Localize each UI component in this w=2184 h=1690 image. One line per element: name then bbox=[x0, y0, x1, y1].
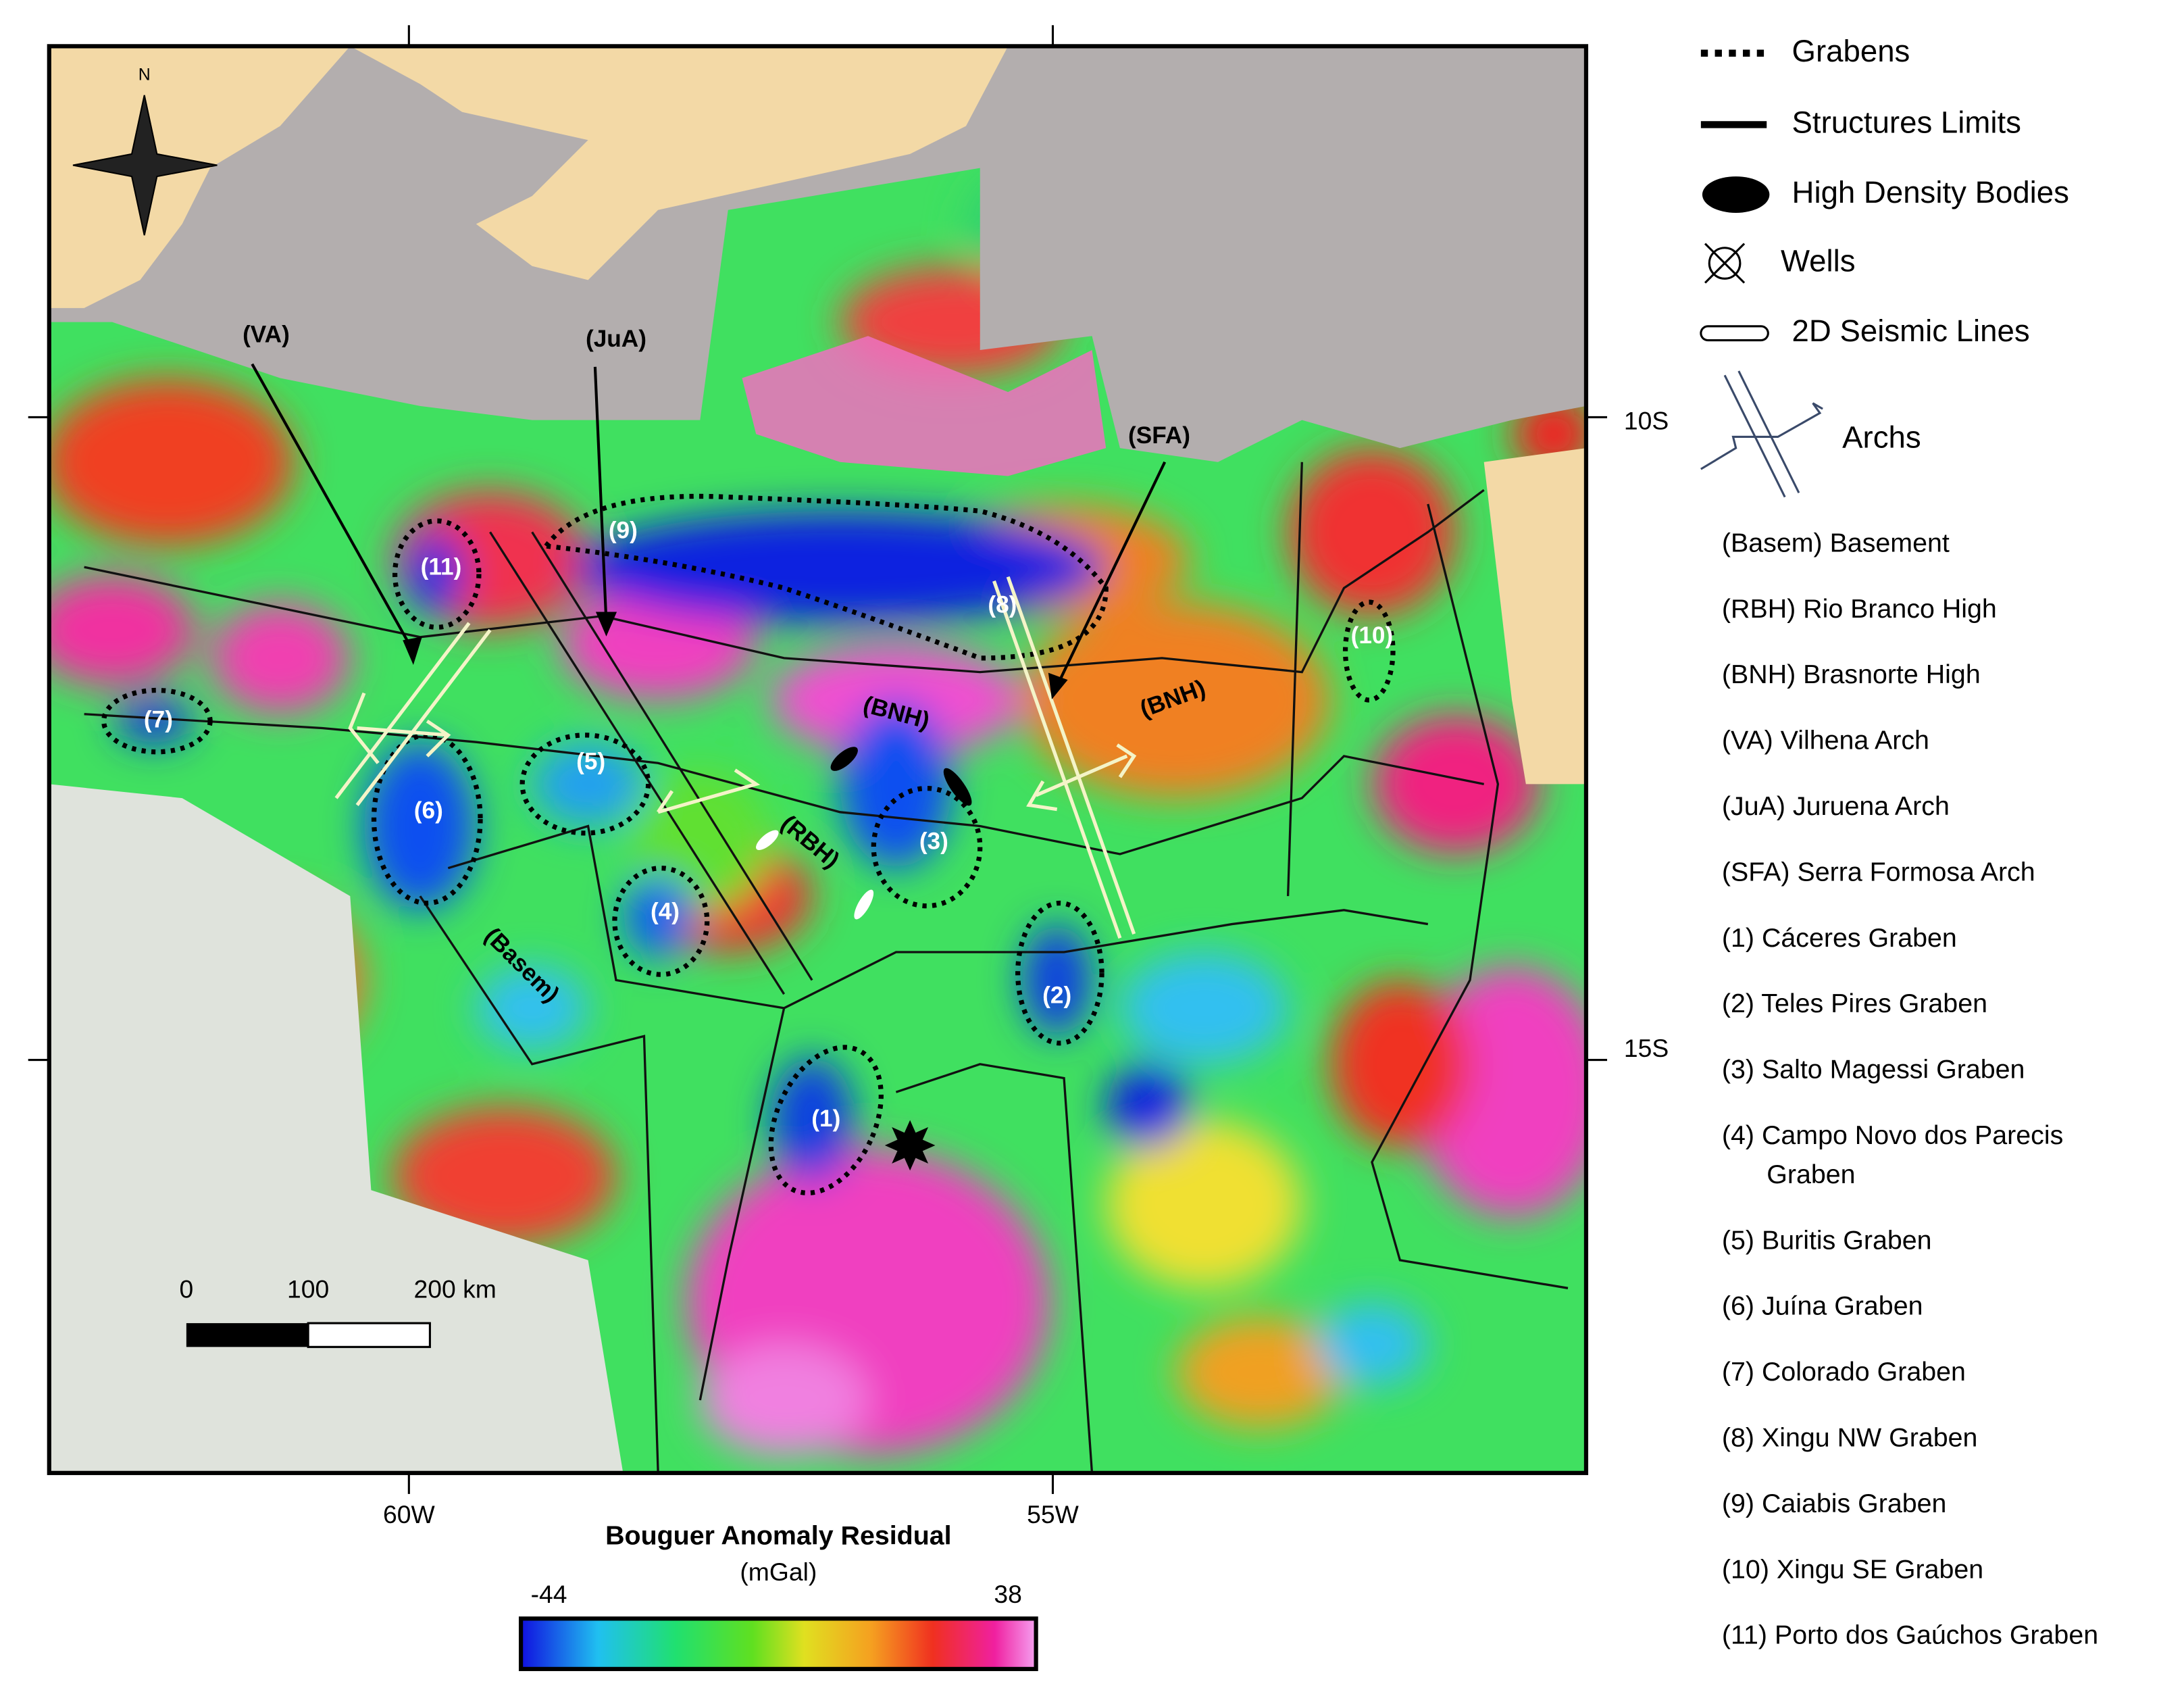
graben-label: (9) bbox=[609, 518, 638, 544]
grabens bbox=[101, 493, 1396, 1196]
legend-abbreviation: (RBH) Rio Branco High bbox=[1722, 594, 1997, 624]
graben-label: (11) bbox=[421, 554, 462, 580]
scale-label: 200 km bbox=[414, 1274, 497, 1303]
scale-bar bbox=[186, 1322, 431, 1348]
structure-label: (VA) bbox=[243, 322, 290, 348]
legend-abbreviation: (VA) Vilhena Arch bbox=[1722, 726, 1929, 755]
legend-abbreviation: (1) Cáceres Graben bbox=[1722, 923, 1957, 953]
legend-abbreviation: (2) Teles Pires Graben bbox=[1722, 989, 1987, 1018]
legend-abbreviation: (11) Porto dos Gaúchos Graben bbox=[1722, 1620, 2098, 1650]
legend-abbreviation: (SFA) Serra Formosa Arch bbox=[1722, 857, 2035, 887]
map-area: (VA) (JuA)(SFA)(BNH) (BNH)(RBH)(Basem)(1)(… bbox=[49, 46, 1586, 1473]
anomaly-high bbox=[742, 336, 1107, 476]
legend-abbreviation: (3) Salto Magessi Graben bbox=[1722, 1055, 2025, 1085]
anomaly-patch bbox=[1329, 980, 1470, 1149]
map-frame bbox=[47, 44, 1589, 1475]
anomaly-patch bbox=[1021, 924, 1092, 1037]
anomaly-patch bbox=[574, 511, 1107, 624]
colorbar bbox=[518, 1616, 1038, 1672]
anomaly-patch bbox=[1288, 448, 1456, 616]
outside-area bbox=[49, 784, 624, 1473]
legend-abbreviation: (5) Buritis Graben bbox=[1722, 1225, 1932, 1255]
north-arrow bbox=[72, 95, 218, 236]
legend-abbreviation: (JuA) Juruena Arch bbox=[1722, 791, 1950, 821]
anomaly-patch bbox=[1371, 714, 1540, 854]
graben-label: (2) bbox=[1042, 983, 1071, 1009]
legend-label: Structures Limits bbox=[1792, 105, 2021, 139]
graben-label: (7) bbox=[144, 706, 173, 732]
legend-abbreviation: (10) Xingu SE Graben bbox=[1722, 1554, 1983, 1584]
archs bbox=[334, 576, 1137, 939]
anomaly-patch bbox=[1175, 1316, 1344, 1428]
legend-abbreviation: (BNH) Brasnorte High bbox=[1722, 660, 1981, 689]
arrows bbox=[251, 363, 1167, 699]
anomaly-patch bbox=[1106, 1064, 1190, 1149]
graben-label: (6) bbox=[414, 797, 443, 824]
longitude-label: 60W bbox=[383, 1500, 435, 1529]
anomaly-patch bbox=[1119, 952, 1288, 1064]
legend: Grabens Structures Limits High Density Bod… bbox=[1722, 34, 2098, 1650]
scale-label: 100 bbox=[287, 1274, 329, 1303]
legend-abbreviation: (4) Campo Novo dos Parecis bbox=[1722, 1120, 2063, 1150]
structure-label: (SFA) bbox=[1128, 422, 1190, 449]
colorbar-max: 38 bbox=[994, 1580, 1021, 1608]
scale-label: 0 bbox=[179, 1274, 193, 1303]
colorbar-unit: (mGal) bbox=[740, 1558, 817, 1586]
anomaly-patch bbox=[476, 966, 588, 1051]
anomaly-patch bbox=[840, 700, 953, 868]
legend-abbreviation: (9) Caiabis Graben bbox=[1722, 1489, 1947, 1518]
graben-label: (5) bbox=[576, 749, 605, 775]
anomaly-patch bbox=[49, 574, 197, 687]
legend-label: High Density Bodies bbox=[1792, 175, 2069, 209]
anomaly-patch bbox=[1106, 1120, 1302, 1289]
anomaly-patch bbox=[49, 378, 295, 547]
graben-label: (1) bbox=[811, 1105, 840, 1132]
anomaly-patch bbox=[115, 698, 194, 744]
anomaly-patch bbox=[769, 1057, 855, 1183]
latitude-label: 15S bbox=[1624, 1034, 1669, 1062]
graben-label: (8) bbox=[988, 592, 1017, 618]
structure-label: (JuA) bbox=[586, 326, 646, 352]
legend-abbreviation: (Basem) Basement bbox=[1722, 528, 1950, 557]
north-label: N bbox=[138, 65, 151, 84]
legend-abbreviation: (6) Juína Graben bbox=[1722, 1291, 1923, 1321]
colorbar-title: Bouguer Anomaly Residual bbox=[605, 1521, 951, 1551]
legend-abbreviation: Graben bbox=[1767, 1160, 1855, 1189]
anomaly-patch bbox=[403, 532, 465, 616]
legend-label: Wells bbox=[1781, 244, 1856, 278]
anomaly-patch bbox=[623, 875, 693, 960]
anomaly-patch bbox=[532, 742, 644, 826]
land-area bbox=[350, 46, 1009, 280]
graben-label: (10) bbox=[1351, 622, 1394, 649]
graben-label: (4) bbox=[651, 898, 680, 924]
structure-limits bbox=[84, 462, 1569, 1473]
high-density-bodies bbox=[756, 747, 972, 920]
land-area bbox=[49, 46, 351, 308]
well-marker bbox=[884, 1120, 936, 1171]
legend-abbreviation: (8) Xingu NW Graben bbox=[1722, 1422, 1977, 1452]
legend-label: Grabens bbox=[1792, 34, 1910, 68]
colorbar-min: -44 bbox=[531, 1580, 567, 1608]
legend-symbols bbox=[1700, 49, 1823, 498]
longitude-label: 55W bbox=[1027, 1500, 1079, 1529]
anomaly-patch bbox=[392, 1105, 616, 1247]
coordinate-ticks bbox=[28, 25, 1608, 1494]
legend-label: Archs bbox=[1842, 420, 1921, 455]
anomaly-patch bbox=[700, 1344, 868, 1456]
legend-label: 2D Seismic Lines bbox=[1792, 314, 2030, 348]
graben-label: (3) bbox=[919, 828, 948, 855]
legend-abbreviation: (7) Colorado Graben bbox=[1722, 1357, 1966, 1387]
outside-area bbox=[49, 46, 1586, 462]
latitude-label: 10S bbox=[1624, 407, 1669, 435]
anomaly-patch bbox=[1021, 601, 1330, 799]
land-area bbox=[1483, 448, 1586, 785]
anomaly-patch bbox=[1316, 1302, 1428, 1387]
anomaly-patch bbox=[210, 601, 351, 714]
